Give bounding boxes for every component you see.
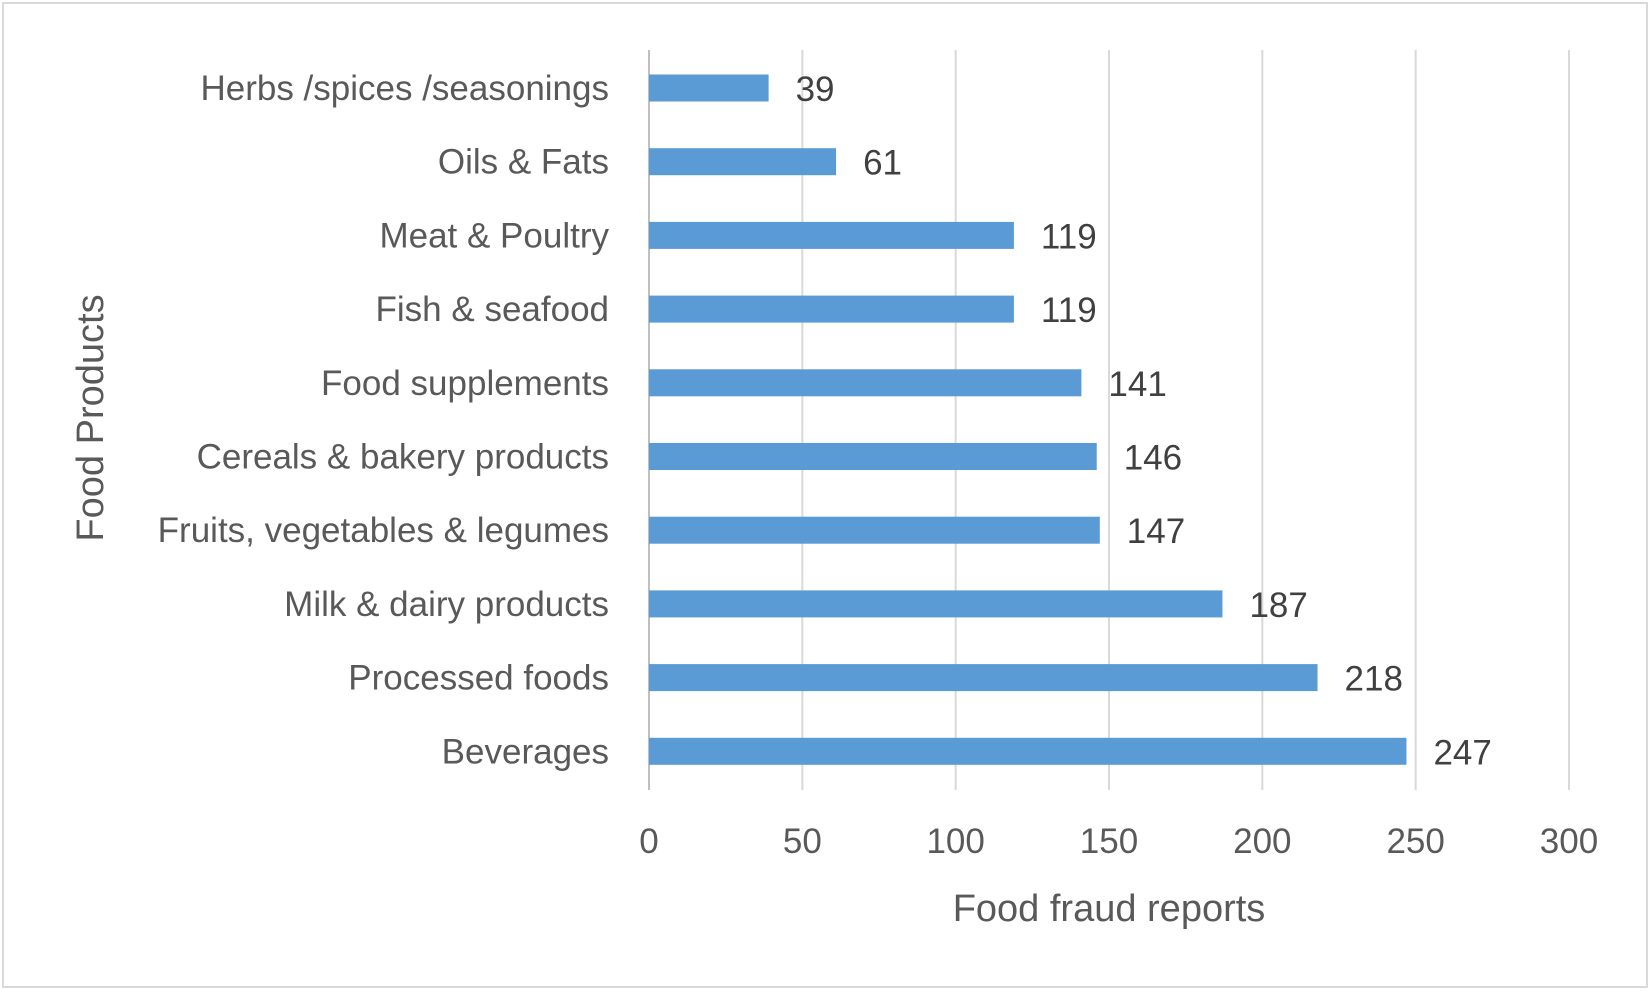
- bar: [649, 74, 769, 102]
- data-label: 39: [796, 70, 835, 109]
- x-tick-label: 300: [1540, 822, 1598, 861]
- data-label: 147: [1127, 512, 1185, 551]
- x-tick-labels: 0 50 100 150 200 250 300: [639, 822, 1598, 861]
- data-label: 187: [1249, 586, 1307, 625]
- category-label: Milk & dairy products: [284, 585, 609, 624]
- category-label: Beverages: [442, 732, 609, 771]
- bar: [649, 516, 1100, 544]
- category-label: Food supplements: [321, 364, 609, 403]
- category-label: Fruits, vegetables & legumes: [158, 511, 609, 550]
- x-tick-label: 50: [783, 822, 822, 861]
- bar: [649, 590, 1223, 618]
- x-tick-label: 150: [1080, 822, 1138, 861]
- bar: [649, 369, 1082, 397]
- bar: [649, 221, 1014, 249]
- category-labels: Herbs /spices /seasonings Oils & Fats Meat…: [158, 69, 610, 771]
- bars: [649, 74, 1407, 765]
- category-label: Oils & Fats: [438, 143, 609, 182]
- data-label: 119: [1041, 291, 1097, 330]
- category-label: Processed foods: [348, 659, 609, 698]
- y-axis-title: Food Products: [70, 294, 112, 541]
- data-label: 141: [1108, 365, 1166, 404]
- x-axis-title: Food fraud reports: [953, 888, 1266, 930]
- bar: [649, 148, 837, 176]
- x-tick-label: 250: [1386, 822, 1444, 861]
- x-tick-label: 0: [639, 822, 658, 861]
- bar: [649, 737, 1407, 765]
- category-label: Cereals & bakery products: [197, 438, 609, 477]
- x-tick-label: 100: [926, 822, 984, 861]
- bar: [649, 295, 1014, 323]
- category-label: Fish & seafood: [376, 290, 609, 329]
- data-labels: 39 61 119 119 141 146 147 187 218 247: [796, 70, 1492, 772]
- bar: [649, 443, 1097, 470]
- data-label: 247: [1433, 733, 1491, 772]
- bar: [649, 664, 1318, 692]
- data-label: 218: [1345, 660, 1403, 699]
- category-label: Herbs /spices /seasonings: [200, 69, 609, 108]
- category-label: Meat & Poultry: [379, 216, 609, 255]
- data-label: 119: [1041, 217, 1097, 256]
- data-label: 146: [1124, 439, 1182, 478]
- x-tick-label: 200: [1233, 822, 1291, 861]
- data-label: 61: [863, 144, 902, 183]
